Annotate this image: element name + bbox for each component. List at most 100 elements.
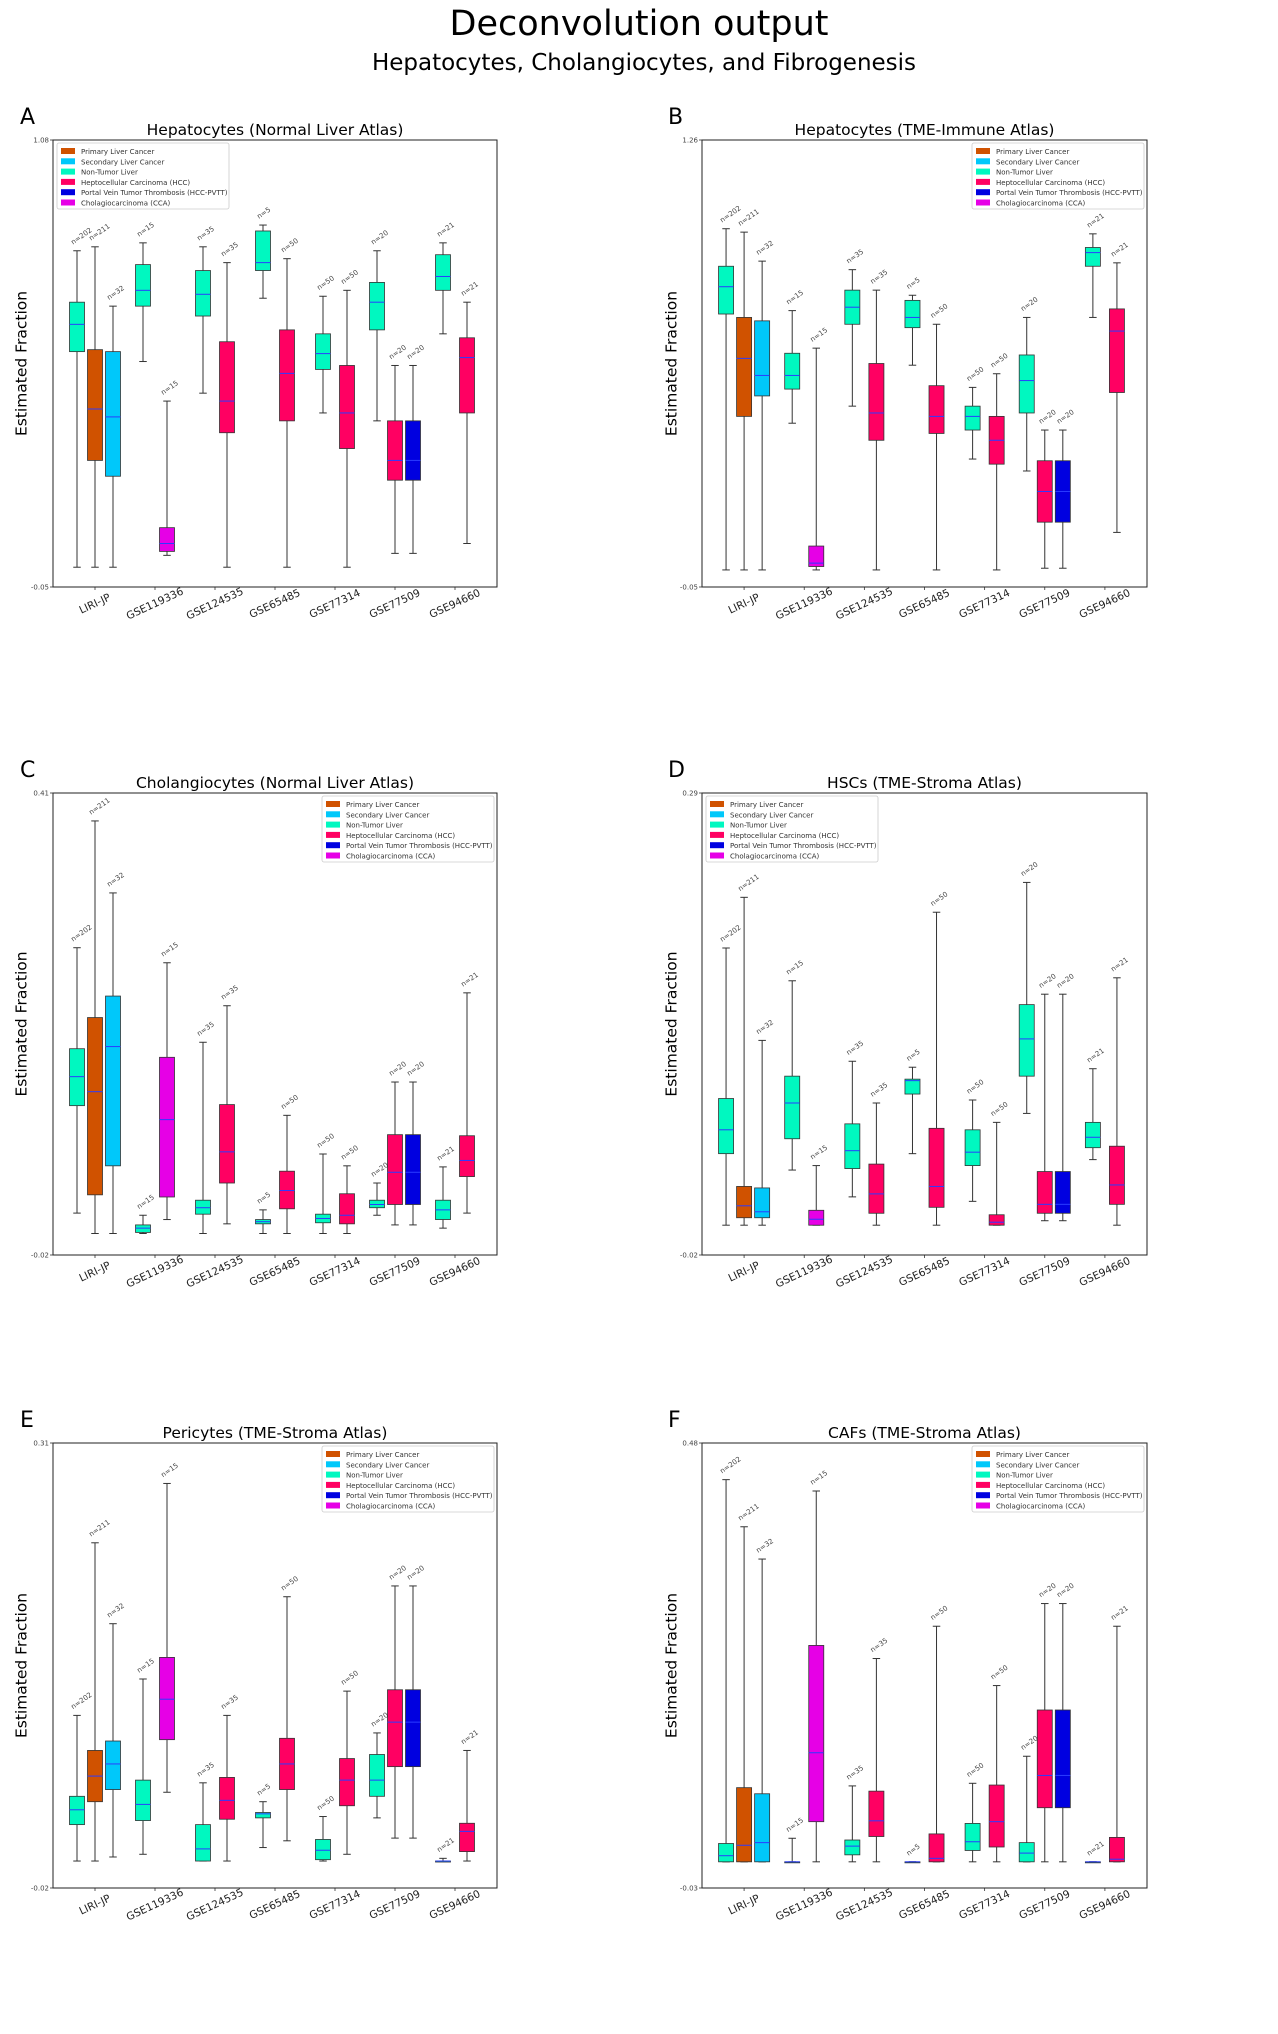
box-iqr <box>195 270 211 317</box>
legend-entry: Cholagiocarcinoma (CCA) <box>996 1503 1086 1511</box>
box-iqr <box>69 1795 85 1826</box>
box-gse65485-non-tumor-liver: n=5 <box>255 1190 272 1235</box>
box-gse124535-non-tumor-liver: n=35 <box>195 225 216 394</box>
sample-count-label: n=21 <box>1109 1604 1129 1622</box>
y-tick-label: 0.31 <box>33 1440 49 1448</box>
legend-entry: Primary Liver Cancer <box>81 148 154 156</box>
sample-count-label: n=15 <box>136 1657 156 1675</box>
box-liri-jp-secondary-liver-cancer: n=32 <box>754 1018 775 1226</box>
box-gse94660-heptocellular-carcinoma-hcc: n=21 <box>1109 241 1130 533</box>
box-iqr <box>87 1017 103 1196</box>
box-iqr <box>904 299 921 329</box>
x-tick-label: LIRI-JP <box>727 1260 762 1285</box>
legend-swatch <box>976 148 990 154</box>
y-tick-label: 0.48 <box>682 1440 698 1448</box>
box-iqr <box>964 405 981 431</box>
x-tick-label: GSE124535 <box>185 586 246 623</box>
box-gse119336-non-tumor-liver: n=15 <box>135 1193 156 1235</box>
box-iqr <box>808 1645 825 1823</box>
x-tick-label: GSE94660 <box>1078 587 1133 621</box>
plot-area-frame <box>701 139 1148 588</box>
legend-entry: Non-Tumor Liver <box>81 169 138 177</box>
x-tick-label: GSE94660 <box>1078 1888 1133 1922</box>
sample-count-label: n=21 <box>1085 1047 1105 1065</box>
sample-count-label: n=50 <box>316 274 336 292</box>
box-gse119336-non-tumor-liver: n=15 <box>135 1657 156 1855</box>
box-gse94660-heptocellular-carcinoma-hcc: n=21 <box>1109 1604 1130 1863</box>
sample-count-label: n=211 <box>737 873 761 893</box>
sample-count-label: n=50 <box>929 890 949 908</box>
legend-entry: Heptocellular Carcinoma (HCC) <box>81 179 190 187</box>
panel-letter: B <box>668 105 683 130</box>
x-tick-label: GSE94660 <box>1078 1255 1133 1289</box>
legend: Primary Liver Cancer Secondary Liver Canc… <box>705 795 879 863</box>
box-iqr <box>435 254 451 291</box>
x-tick-label: GSE124535 <box>834 1254 895 1291</box>
legend-frame <box>971 1445 1145 1513</box>
legend-entry: Non-Tumor Liver <box>996 169 1053 177</box>
box-iqr <box>405 420 421 481</box>
legend-swatch <box>326 811 340 818</box>
sample-count-label: n=35 <box>196 1020 216 1038</box>
box-gse124535-heptocellular-carcinoma-hcc: n=35 <box>219 241 240 568</box>
legend-entry: Primary Liver Cancer <box>346 1451 419 1459</box>
box-gse77509-portal-vein-tumor-thrombosis-hcc-pvtt: n=20 <box>405 1060 426 1226</box>
x-tick-label: LIRI-JP <box>77 592 112 617</box>
panel-letter: C <box>20 758 35 783</box>
sample-count-label: n=20 <box>406 1060 426 1078</box>
legend-entry: Cholagiocarcinoma (CCA) <box>996 200 1086 208</box>
legend-entry: Cholagiocarcinoma (CCA) <box>730 853 820 861</box>
box-gse77314-heptocellular-carcinoma-hcc: n=50 <box>988 352 1010 571</box>
box-gse124535-heptocellular-carcinoma-hcc: n=35 <box>219 1693 240 1862</box>
chart-title: Hepatocytes (TME-Immune Atlas) <box>795 121 1055 139</box>
box-gse119336-non-tumor-liver: n=15 <box>784 289 805 424</box>
legend-swatch <box>976 1502 990 1509</box>
box-liri-jp-non-tumor-liver: n=202 <box>718 204 743 571</box>
x-tick-label: LIRI-JP <box>77 1893 112 1918</box>
box-gse124535-heptocellular-carcinoma-hcc: n=35 <box>868 268 889 571</box>
box-iqr <box>387 1134 403 1205</box>
box-gse65485-heptocellular-carcinoma-hcc: n=50 <box>928 1604 949 1863</box>
sample-count-label: n=20 <box>1019 860 1039 878</box>
box-liri-jp-primary-liver-cancer: n=211 <box>87 796 112 1235</box>
box-gse65485-non-tumor-liver: n=5 <box>904 1048 922 1155</box>
box-gse119336-cholagiocarcinoma-cca: n=15 <box>808 326 829 571</box>
box-gse94660-heptocellular-carcinoma-hcc: n=21 <box>459 1729 480 1862</box>
box-gse65485-heptocellular-carcinoma-hcc: n=50 <box>279 237 300 568</box>
box-gse119336-non-tumor-liver: n=15 <box>784 1816 805 1864</box>
plot-area-frame <box>52 139 498 588</box>
x-tick-label: GSE77509 <box>368 1255 423 1289</box>
box-iqr <box>988 1214 1005 1226</box>
sample-count-label: n=20 <box>1037 1582 1057 1600</box>
box-gse77509-heptocellular-carcinoma-hcc: n=20 <box>1036 408 1058 569</box>
x-tick-label: GSE124535 <box>185 1254 246 1291</box>
box-gse94660-non-tumor-liver: n=21 <box>435 221 456 335</box>
sample-count-label: n=35 <box>845 1039 865 1057</box>
legend: Primary Liver Cancer Secondary Liver Canc… <box>321 795 495 863</box>
x-tick-label: GSE77314 <box>308 1888 363 1922</box>
y-tick-label: 0.29 <box>682 790 698 798</box>
legend-entry: Non-Tumor Liver <box>346 822 403 830</box>
sample-count-label: n=15 <box>809 1469 829 1487</box>
sample-count-label: n=35 <box>869 1637 889 1655</box>
panel-letter: F <box>668 1408 681 1433</box>
legend-swatch <box>976 168 990 175</box>
legend-entry: Secondary Liver Cancer <box>996 158 1079 166</box>
sample-count-label: n=50 <box>340 268 360 286</box>
sample-count-label: n=50 <box>965 365 985 383</box>
sample-count-label: n=35 <box>845 248 865 266</box>
sample-count-label: n=20 <box>1019 1734 1039 1752</box>
legend-swatch <box>61 199 75 206</box>
box-iqr <box>1109 1145 1125 1205</box>
figure-title: Deconvolution output <box>449 4 829 44</box>
panel-b: B Hepatocytes (TME-Immune Atlas) Estimated… <box>663 105 1148 622</box>
box-iqr <box>387 420 403 481</box>
sample-count-label: n=20 <box>388 344 408 362</box>
sample-count-label: n=35 <box>845 1764 865 1782</box>
legend-entry: Portal Vein Tumor Thrombosis (HCC-PVTT) <box>996 1492 1143 1500</box>
x-tick-label: GSE65485 <box>248 1255 303 1289</box>
y-axis-label: Estimated Fraction <box>663 951 681 1096</box>
box-iqr <box>808 545 825 567</box>
box-gse77509-portal-vein-tumor-thrombosis-hcc-pvtt: n=20 <box>405 344 426 554</box>
y-tick-label: -0.02 <box>31 1885 49 1893</box>
